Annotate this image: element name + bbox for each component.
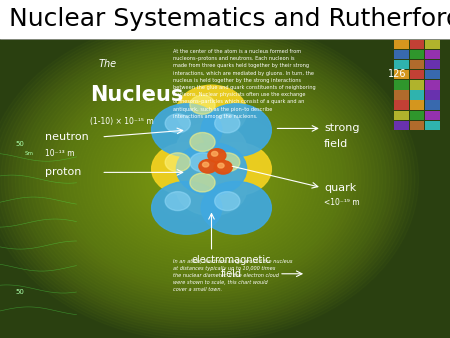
Circle shape — [165, 153, 190, 172]
Circle shape — [152, 182, 222, 234]
Bar — [394, 60, 409, 69]
Bar — [410, 121, 424, 130]
FancyBboxPatch shape — [0, 39, 450, 338]
Circle shape — [190, 173, 215, 192]
Text: Nucleus: Nucleus — [90, 84, 184, 105]
Circle shape — [190, 153, 215, 172]
Text: strong: strong — [324, 123, 360, 134]
Circle shape — [201, 143, 271, 195]
Text: <10⁻¹⁹ m: <10⁻¹⁹ m — [324, 198, 360, 207]
Bar — [410, 90, 424, 100]
Text: 50: 50 — [16, 141, 25, 147]
Bar — [425, 121, 440, 130]
Bar — [394, 40, 409, 49]
Bar — [394, 100, 409, 110]
Circle shape — [214, 161, 232, 174]
Text: quark: quark — [324, 183, 356, 193]
Bar — [410, 40, 424, 49]
Bar — [425, 80, 440, 90]
Circle shape — [176, 143, 247, 195]
Bar — [410, 60, 424, 69]
Circle shape — [215, 153, 240, 172]
Text: field: field — [324, 139, 348, 149]
Text: electromagnetic: electromagnetic — [192, 255, 271, 265]
Circle shape — [201, 104, 271, 156]
Bar — [394, 50, 409, 59]
Circle shape — [201, 182, 271, 234]
Text: 50: 50 — [16, 289, 25, 295]
Circle shape — [215, 114, 240, 133]
Circle shape — [152, 104, 222, 156]
Bar — [425, 100, 440, 110]
Circle shape — [218, 163, 224, 168]
Text: At the center of the atom is a nucleus formed from
nucleons–protons and neutrons: At the center of the atom is a nucleus f… — [173, 49, 316, 119]
Text: The: The — [99, 59, 117, 69]
Text: neutron: neutron — [45, 132, 89, 142]
Circle shape — [202, 162, 209, 167]
Circle shape — [190, 132, 215, 151]
Bar — [394, 111, 409, 120]
Bar — [425, 90, 440, 100]
FancyBboxPatch shape — [0, 0, 450, 39]
Circle shape — [165, 114, 190, 133]
Bar — [425, 70, 440, 79]
Bar — [410, 80, 424, 90]
Bar — [425, 111, 440, 120]
Circle shape — [152, 143, 222, 195]
Circle shape — [176, 122, 247, 175]
Bar — [410, 100, 424, 110]
Bar — [410, 70, 424, 79]
Text: Nuclear Systematics and Rutherford scattering: Nuclear Systematics and Rutherford scatt… — [9, 7, 450, 31]
Bar — [394, 90, 409, 100]
Circle shape — [165, 192, 190, 211]
Bar — [425, 40, 440, 49]
Text: proton: proton — [45, 167, 81, 177]
Bar — [394, 121, 409, 130]
Bar — [425, 60, 440, 69]
Circle shape — [208, 149, 226, 162]
Circle shape — [190, 95, 215, 114]
Text: field: field — [221, 269, 242, 279]
Bar — [410, 111, 424, 120]
Text: Sm: Sm — [25, 151, 34, 156]
Bar — [394, 80, 409, 90]
Bar — [425, 50, 440, 59]
Text: 126: 126 — [388, 69, 406, 79]
Bar — [394, 70, 409, 79]
Circle shape — [212, 151, 218, 156]
Circle shape — [176, 85, 247, 138]
Text: (1-10) × 10⁻¹⁵ m: (1-10) × 10⁻¹⁵ m — [90, 117, 154, 126]
Circle shape — [199, 160, 217, 173]
Circle shape — [215, 192, 240, 211]
Bar — [410, 50, 424, 59]
Text: In an atom, electrons range around the nucleus
at distances typically up to 10,0: In an atom, electrons range around the n… — [173, 259, 293, 292]
Text: 10⁻¹³ m: 10⁻¹³ m — [45, 149, 75, 158]
Circle shape — [176, 163, 247, 216]
